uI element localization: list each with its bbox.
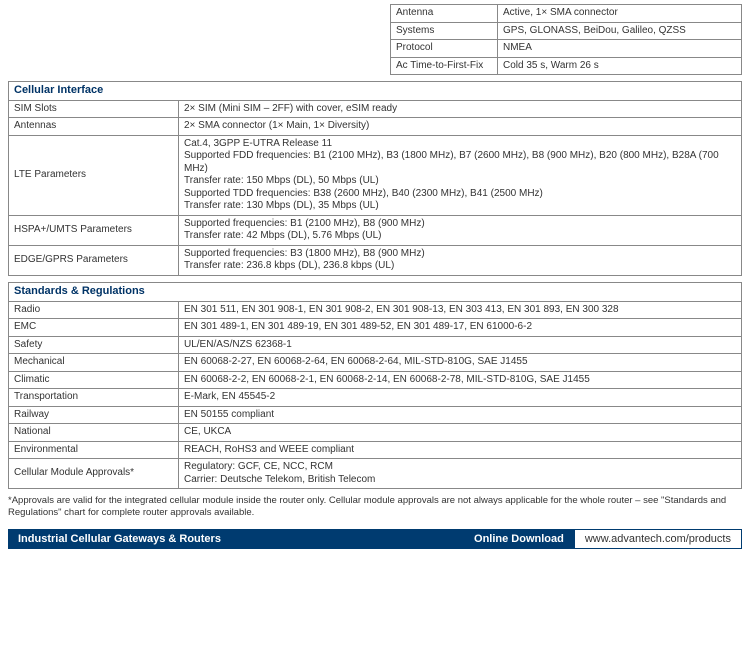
cellular-table: Cellular Interface SIM Slots2× SIM (Mini…: [8, 81, 742, 276]
cell-value: CE, UKCA: [179, 424, 742, 442]
cell-label: Systems: [391, 22, 498, 40]
cell-label: HSPA+/UMTS Parameters: [9, 215, 179, 245]
cell-value: UL/EN/AS/NZS 62368-1: [179, 336, 742, 354]
cell-label: Antennas: [9, 118, 179, 136]
table-row: TransportationE-Mark, EN 45545-2: [9, 389, 742, 407]
gnss-table: AntennaActive, 1× SMA connector SystemsG…: [390, 4, 742, 75]
cell-label: National: [9, 424, 179, 442]
cell-value: 2× SMA connector (1× Main, 1× Diversity): [179, 118, 742, 136]
cell-label: Antenna: [391, 5, 498, 23]
table-row: RadioEN 301 511, EN 301 908-1, EN 301 90…: [9, 301, 742, 319]
table-row: HSPA+/UMTS ParametersSupported frequenci…: [9, 215, 742, 245]
footer-url[interactable]: www.advantech.com/products: [574, 529, 742, 549]
table-row: Ac Time-to-First-FixCold 35 s, Warm 26 s: [391, 57, 742, 75]
cell-value: EN 60068-2-27, EN 60068-2-64, EN 60068-2…: [179, 354, 742, 372]
cell-value: Cold 35 s, Warm 26 s: [498, 57, 742, 75]
cell-label: Safety: [9, 336, 179, 354]
cell-value: EN 301 511, EN 301 908-1, EN 301 908-2, …: [179, 301, 742, 319]
cell-label: EMC: [9, 319, 179, 337]
footer-download-label: Online Download: [464, 529, 574, 549]
table-row: AntennaActive, 1× SMA connector: [391, 5, 742, 23]
cell-label: LTE Parameters: [9, 135, 179, 215]
cell-label: Climatic: [9, 371, 179, 389]
table-row: ProtocolNMEA: [391, 40, 742, 58]
cell-label: Railway: [9, 406, 179, 424]
table-row: EDGE/GPRS ParametersSupported frequencie…: [9, 245, 742, 275]
table-row: LTE ParametersCat.4, 3GPP E-UTRA Release…: [9, 135, 742, 215]
table-row: RailwayEN 50155 compliant: [9, 406, 742, 424]
cell-label: Protocol: [391, 40, 498, 58]
table-row: MechanicalEN 60068-2-27, EN 60068-2-64, …: [9, 354, 742, 372]
cell-label: Environmental: [9, 441, 179, 459]
cell-value: Regulatory: GCF, CE, NCC, RCMCarrier: De…: [179, 459, 742, 489]
cell-value: E-Mark, EN 45545-2: [179, 389, 742, 407]
section-header: Standards & Regulations: [9, 282, 742, 301]
cell-value: GPS, GLONASS, BeiDou, Galileo, QZSS: [498, 22, 742, 40]
table-row: SIM Slots2× SIM (Mini SIM – 2FF) with co…: [9, 100, 742, 118]
cell-label: Mechanical: [9, 354, 179, 372]
cell-value: Active, 1× SMA connector: [498, 5, 742, 23]
standards-table: Standards & Regulations RadioEN 301 511,…: [8, 282, 742, 489]
footer-category: Industrial Cellular Gateways & Routers: [8, 529, 464, 549]
cell-label: Ac Time-to-First-Fix: [391, 57, 498, 75]
cell-label: Radio: [9, 301, 179, 319]
section-title: Cellular Interface: [9, 82, 742, 101]
table-row: ClimaticEN 60068-2-2, EN 60068-2-1, EN 6…: [9, 371, 742, 389]
table-row: Antennas2× SMA connector (1× Main, 1× Di…: [9, 118, 742, 136]
section-title: Standards & Regulations: [9, 282, 742, 301]
cell-value: EN 50155 compliant: [179, 406, 742, 424]
footnote-text: *Approvals are valid for the integrated …: [8, 495, 742, 519]
table-row: EnvironmentalREACH, RoHS3 and WEEE compl…: [9, 441, 742, 459]
cell-value: REACH, RoHS3 and WEEE compliant: [179, 441, 742, 459]
cell-value: NMEA: [498, 40, 742, 58]
cell-label: Cellular Module Approvals*: [9, 459, 179, 489]
cell-label: Transportation: [9, 389, 179, 407]
table-row: SafetyUL/EN/AS/NZS 62368-1: [9, 336, 742, 354]
table-row: Cellular Module Approvals*Regulatory: GC…: [9, 459, 742, 489]
section-header: Cellular Interface: [9, 82, 742, 101]
cell-value: 2× SIM (Mini SIM – 2FF) with cover, eSIM…: [179, 100, 742, 118]
table-row: NationalCE, UKCA: [9, 424, 742, 442]
cell-value: EN 301 489-1, EN 301 489-19, EN 301 489-…: [179, 319, 742, 337]
table-row: SystemsGPS, GLONASS, BeiDou, Galileo, QZ…: [391, 22, 742, 40]
cell-label: SIM Slots: [9, 100, 179, 118]
table-row: EMCEN 301 489-1, EN 301 489-19, EN 301 4…: [9, 319, 742, 337]
cell-value: Supported frequencies: B3 (1800 MHz), B8…: [179, 245, 742, 275]
cell-label: EDGE/GPRS Parameters: [9, 245, 179, 275]
cell-value: EN 60068-2-2, EN 60068-2-1, EN 60068-2-1…: [179, 371, 742, 389]
footer-bar: Industrial Cellular Gateways & Routers O…: [8, 529, 742, 549]
cell-value: Cat.4, 3GPP E-UTRA Release 11Supported F…: [179, 135, 742, 215]
cell-value: Supported frequencies: B1 (2100 MHz), B8…: [179, 215, 742, 245]
